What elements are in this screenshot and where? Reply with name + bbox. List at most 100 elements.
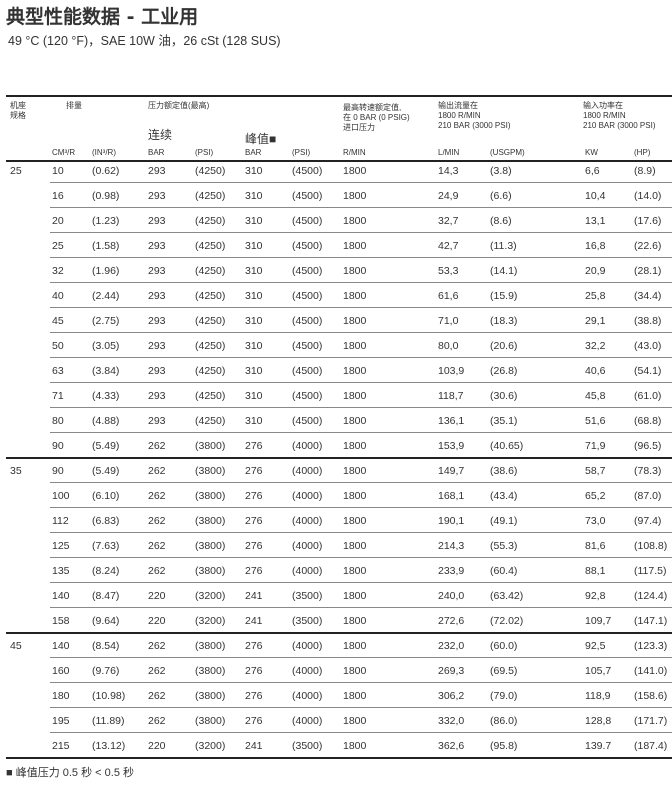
cell-kw: 88,1 [585, 565, 606, 577]
cell-psi-peak: (3500) [292, 740, 323, 752]
cell-bar-peak: 310 [245, 215, 263, 227]
row-rule [50, 182, 672, 183]
cell-in3-r: (9.76) [92, 665, 120, 677]
cell-in3-r: (4.88) [92, 415, 120, 427]
cell-bar-cont: 293 [148, 340, 166, 352]
cell-psi-peak: (4500) [292, 315, 323, 327]
cell-bar-cont: 262 [148, 440, 166, 452]
cell-cm3-r: 90 [52, 440, 64, 452]
row-rule [50, 357, 672, 358]
cell-usgpm: (38.6) [490, 465, 518, 477]
cell-rmin: 1800 [343, 515, 367, 527]
cell-bar-peak: 310 [245, 365, 263, 377]
cell-cm3-r: 50 [52, 340, 64, 352]
row-rule [50, 732, 672, 733]
cell-cm3-r: 71 [52, 390, 64, 402]
cell-bar-cont: 220 [148, 615, 166, 627]
cell-in3-r: (1.58) [92, 240, 120, 252]
cell-lmin: 168,1 [438, 490, 465, 502]
cell-psi-cont: (3800) [195, 690, 226, 702]
cell-psi-cont: (4250) [195, 215, 226, 227]
group-rule [6, 757, 672, 759]
header-continuous: 连续 [148, 128, 173, 142]
cell-cm3-r: 100 [52, 490, 70, 502]
cell-psi-cont: (4250) [195, 415, 226, 427]
cell-psi-cont: (4250) [195, 390, 226, 402]
cell-rmin: 1800 [343, 365, 367, 377]
unit-usgpm: (USGPM) [490, 148, 525, 157]
row-rule [50, 532, 672, 533]
cell-hp: (8.9) [634, 165, 656, 177]
cell-bar-cont: 293 [148, 215, 166, 227]
cell-psi-peak: (4000) [292, 715, 323, 727]
row-rule [50, 232, 672, 233]
cell-cm3-r: 80 [52, 415, 64, 427]
cell-bar-peak: 310 [245, 390, 263, 402]
cell-cm3-r: 20 [52, 215, 64, 227]
cell-bar-peak: 241 [245, 615, 263, 627]
cell-lmin: 153,9 [438, 440, 465, 452]
cell-hp: (22.6) [634, 240, 662, 252]
row-rule [50, 682, 672, 683]
cell-lmin: 190,1 [438, 515, 465, 527]
cell-bar-peak: 241 [245, 740, 263, 752]
cell-cm3-r: 10 [52, 165, 64, 177]
row-rule [50, 507, 672, 508]
cell-usgpm: (43.4) [490, 490, 518, 502]
cell-in3-r: (2.44) [92, 290, 120, 302]
row-rule [50, 332, 672, 333]
cell-cm3-r: 25 [52, 240, 64, 252]
cell-psi-cont: (3800) [195, 665, 226, 677]
footnote: ■ 峰值压力 0.5 秒 < 0.5 秒 [6, 767, 134, 779]
cell-cm3-r: 135 [52, 565, 70, 577]
cell-bar-cont: 293 [148, 240, 166, 252]
cell-bar-cont: 220 [148, 590, 166, 602]
cell-psi-cont: (3200) [195, 590, 226, 602]
row-rule [50, 707, 672, 708]
cell-psi-cont: (3800) [195, 540, 226, 552]
cell-bar-peak: 310 [245, 340, 263, 352]
unit-kw: KW [585, 148, 598, 157]
row-rule [50, 582, 672, 583]
cell-rmin: 1800 [343, 540, 367, 552]
unit-in3-r: (IN³/R) [92, 148, 116, 157]
cell-bar-cont: 262 [148, 690, 166, 702]
cell-cm3-r: 40 [52, 290, 64, 302]
cell-in3-r: (4.33) [92, 390, 120, 402]
cell-lmin: 53,3 [438, 265, 459, 277]
cell-rmin: 1800 [343, 390, 367, 402]
cell-bar-peak: 276 [245, 715, 263, 727]
cell-lmin: 149,7 [438, 465, 465, 477]
cell-bar-peak: 276 [245, 665, 263, 677]
cell-kw: 92,5 [585, 640, 606, 652]
frame-size: 35 [10, 465, 22, 477]
cell-usgpm: (8.6) [490, 215, 512, 227]
cell-kw: 58,7 [585, 465, 606, 477]
cell-rmin: 1800 [343, 165, 367, 177]
cell-usgpm: (15.9) [490, 290, 518, 302]
cell-rmin: 1800 [343, 590, 367, 602]
cell-in3-r: (13.12) [92, 740, 126, 752]
cell-kw: 10,4 [585, 190, 606, 202]
cell-usgpm: (60.4) [490, 565, 518, 577]
cell-psi-cont: (3800) [195, 490, 226, 502]
cell-in3-r: (5.49) [92, 465, 120, 477]
cell-rmin: 1800 [343, 265, 367, 277]
cell-psi-cont: (4250) [195, 365, 226, 377]
cell-usgpm: (18.3) [490, 315, 518, 327]
cell-bar-cont: 220 [148, 740, 166, 752]
cell-bar-peak: 310 [245, 240, 263, 252]
cell-lmin: 136,1 [438, 415, 465, 427]
cell-usgpm: (26.8) [490, 365, 518, 377]
cell-in3-r: (10.98) [92, 690, 126, 702]
row-rule [50, 657, 672, 658]
cell-usgpm: (69.5) [490, 665, 518, 677]
cell-bar-cont: 293 [148, 315, 166, 327]
cell-usgpm: (63.42) [490, 590, 524, 602]
cell-cm3-r: 16 [52, 190, 64, 202]
cell-cm3-r: 160 [52, 665, 70, 677]
cell-bar-cont: 262 [148, 715, 166, 727]
cell-bar-cont: 293 [148, 365, 166, 377]
row-rule [50, 257, 672, 258]
cell-lmin: 61,6 [438, 290, 459, 302]
